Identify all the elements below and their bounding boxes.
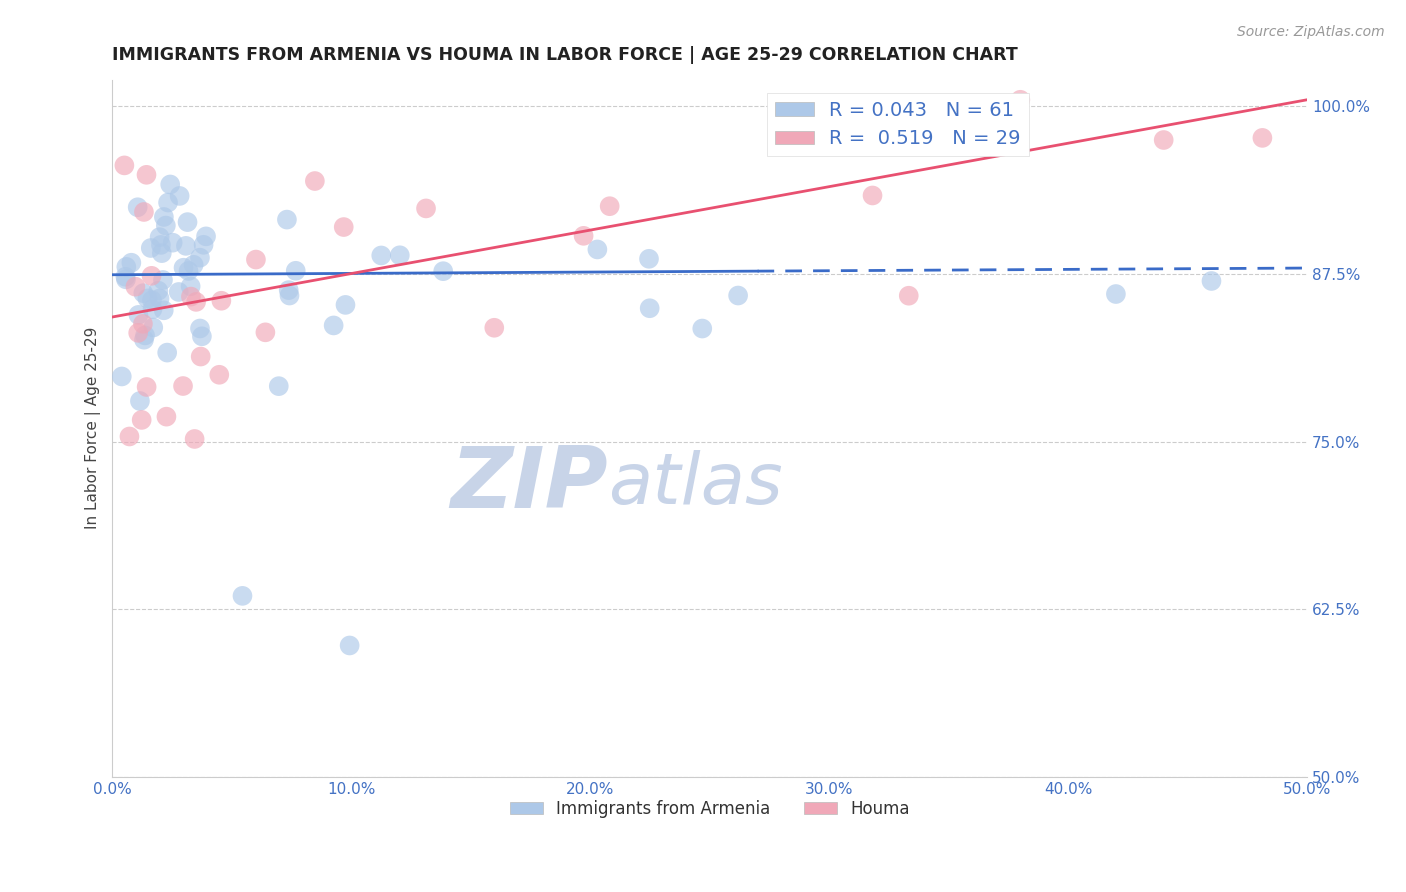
Point — [638, 252, 661, 266]
Point — [111, 369, 134, 384]
Point — [174, 239, 197, 253]
Point — [132, 317, 155, 331]
Point — [131, 413, 153, 427]
Text: atlas: atlas — [609, 450, 783, 518]
Point — [190, 350, 212, 364]
Point — [136, 292, 159, 306]
Y-axis label: In Labor Force | Age 25-29: In Labor Force | Age 25-29 — [86, 327, 101, 530]
Point — [1251, 131, 1274, 145]
Point — [432, 264, 454, 278]
Point — [897, 289, 920, 303]
Point — [152, 303, 174, 318]
Legend: Immigrants from Armenia, Houma: Immigrants from Armenia, Houma — [503, 793, 917, 824]
Point — [284, 264, 307, 278]
Point — [415, 202, 437, 216]
Point — [172, 379, 194, 393]
Point — [183, 432, 205, 446]
Point — [149, 230, 172, 244]
Point — [254, 326, 277, 340]
Point — [727, 288, 749, 302]
Point — [148, 292, 170, 306]
Point — [152, 273, 174, 287]
Point — [332, 220, 354, 235]
Point — [176, 215, 198, 229]
Point — [335, 298, 357, 312]
Point — [1010, 93, 1032, 107]
Point — [132, 205, 155, 219]
Point — [862, 188, 884, 202]
Point — [278, 288, 301, 302]
Point — [129, 394, 152, 409]
Point — [184, 294, 207, 309]
Point — [167, 285, 190, 299]
Point — [690, 321, 713, 335]
Text: IMMIGRANTS FROM ARMENIA VS HOUMA IN LABOR FORCE | AGE 25-29 CORRELATION CHART: IMMIGRANTS FROM ARMENIA VS HOUMA IN LABO… — [112, 46, 1018, 64]
Point — [1105, 287, 1128, 301]
Point — [162, 235, 184, 250]
Point — [245, 252, 267, 267]
Point — [115, 272, 138, 286]
Point — [134, 328, 156, 343]
Point — [193, 237, 215, 252]
Point — [132, 333, 155, 347]
Point — [127, 200, 149, 214]
Point — [135, 380, 157, 394]
Point — [599, 199, 621, 213]
Point — [141, 293, 163, 308]
Point — [277, 283, 299, 297]
Point — [180, 290, 202, 304]
Point — [339, 639, 361, 653]
Point — [141, 302, 163, 317]
Point — [155, 409, 177, 424]
Point — [370, 248, 392, 262]
Point — [188, 321, 211, 335]
Point — [1153, 133, 1175, 147]
Point — [112, 158, 135, 172]
Point — [114, 269, 136, 284]
Point — [127, 308, 149, 322]
Point — [150, 246, 173, 260]
Point — [141, 268, 163, 283]
Point — [484, 320, 506, 334]
Point — [159, 178, 181, 192]
Point — [304, 174, 326, 188]
Point — [195, 229, 218, 244]
Point — [148, 284, 170, 298]
Point — [127, 326, 149, 340]
Point — [231, 589, 253, 603]
Point — [183, 258, 205, 272]
Point — [638, 301, 661, 316]
Point — [169, 189, 191, 203]
Point — [276, 212, 298, 227]
Point — [267, 379, 290, 393]
Point — [149, 238, 172, 252]
Point — [586, 243, 609, 257]
Point — [1201, 274, 1223, 288]
Point — [208, 368, 231, 382]
Text: Source: ZipAtlas.com: Source: ZipAtlas.com — [1237, 25, 1385, 39]
Point — [142, 320, 165, 334]
Point — [155, 219, 177, 233]
Point — [177, 264, 200, 278]
Point — [173, 260, 195, 275]
Point — [191, 329, 214, 343]
Point — [322, 318, 344, 333]
Point — [153, 210, 176, 224]
Point — [139, 241, 162, 255]
Point — [132, 286, 155, 301]
Point — [209, 293, 232, 308]
Point — [188, 251, 211, 265]
Point — [124, 279, 146, 293]
Point — [156, 345, 179, 359]
Point — [572, 228, 595, 243]
Point — [135, 168, 157, 182]
Text: ZIP: ZIP — [450, 442, 609, 525]
Point — [115, 260, 138, 274]
Point — [120, 256, 142, 270]
Point — [157, 195, 180, 210]
Point — [118, 429, 141, 443]
Point — [388, 248, 411, 262]
Point — [180, 279, 202, 293]
